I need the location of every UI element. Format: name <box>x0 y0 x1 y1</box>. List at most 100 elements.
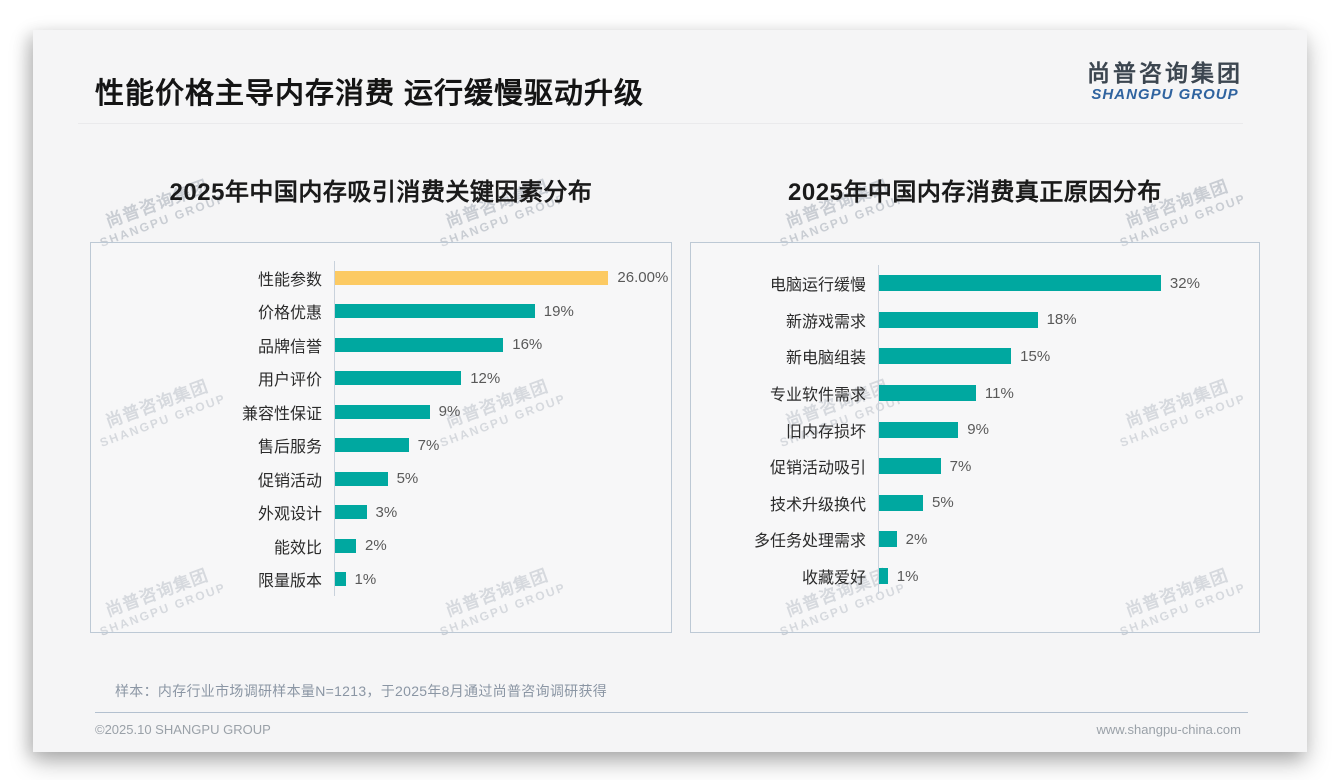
bar-track: 5% <box>878 484 1249 522</box>
bar-category-label: 专业软件需求 <box>769 387 866 405</box>
bar-category-label: 能效比 <box>273 539 322 557</box>
bar <box>335 270 609 285</box>
bar <box>879 421 959 438</box>
bar-category-label: 多任务处理需求 <box>753 533 866 551</box>
bar-track: 32% <box>878 265 1249 302</box>
bar <box>879 311 1038 328</box>
logo-chinese-text: 尚普咨询集团 <box>1087 60 1243 86</box>
chart-row: 售后服务 7% <box>91 428 661 462</box>
bar-category-label: 技术升级换代 <box>769 496 866 514</box>
bar-value-label: 19% <box>543 302 574 320</box>
bar-value-label: 32% <box>1169 274 1200 292</box>
bar <box>879 531 897 548</box>
chart-row: 性能参数 26.00% <box>91 261 668 295</box>
bar <box>335 304 535 319</box>
bar-track: 7% <box>878 447 1249 485</box>
chart-row: 多任务处理需求 2% <box>691 521 1249 558</box>
chart-row: 技术升级换代 5% <box>691 484 1249 522</box>
bar-category-label: 旧内存损坏 <box>785 423 866 441</box>
bar-value-label: 5% <box>932 494 954 512</box>
bar <box>879 275 1161 292</box>
right-chart-plot-area: 电脑运行缓慢 32% 新游戏需求 18% 新电脑组装 15% 专业软件需求 11% 旧内存损坏 9… <box>691 265 1249 595</box>
chart-row: 促销活动吸引 7% <box>691 447 1249 485</box>
logo-english-text: SHANGPU GROUP <box>1091 86 1239 104</box>
chart-row: 能效比 2% <box>91 529 661 563</box>
chart-row: 旧内存损坏 9% <box>691 411 1249 448</box>
bar-category-label: 性能参数 <box>257 271 322 289</box>
bar-track: 16% <box>334 328 661 362</box>
left-chart-title: 2025年中国内存吸引消费关键因素分布 <box>169 179 593 206</box>
bar <box>335 404 430 419</box>
chart-row: 新游戏需求 18% <box>691 301 1249 339</box>
bar <box>335 505 367 520</box>
bar <box>879 494 924 511</box>
bar-track: 19% <box>334 294 661 328</box>
bar-track: 9% <box>334 395 661 429</box>
bar-value-label: 26.00% <box>617 269 669 287</box>
company-logo: 尚普咨询集团 SHANGPU GROUP <box>1087 60 1243 103</box>
bar-category-label: 新游戏需求 <box>785 313 866 331</box>
chart-row: 品牌信誉 16% <box>91 328 661 362</box>
bar-category-label: 兼容性保证 <box>241 405 322 423</box>
chart-row: 收藏爱好 1% <box>691 557 1249 595</box>
chart-row: 电脑运行缓慢 32% <box>691 265 1249 302</box>
bar-value-label: 9% <box>438 403 461 421</box>
bar <box>335 538 357 553</box>
bar-track: 2% <box>334 529 661 563</box>
bar-value-label: 5% <box>396 470 419 488</box>
chart-row: 价格优惠 19% <box>91 294 661 328</box>
slide-card: 尚普咨询集团 SHANGPU GROUP 尚普咨询集团 SHANGPU GROUP 尚普… <box>33 30 1307 752</box>
bar <box>335 572 346 587</box>
bar-category-label: 新电脑组装 <box>785 350 866 368</box>
title-divider <box>78 123 1243 124</box>
right-chart-title: 2025年中国内存消费真正原因分布 <box>788 179 1162 206</box>
chart-row: 新电脑组装 15% <box>691 338 1249 375</box>
bar-category-label: 外观设计 <box>257 506 322 524</box>
bar-value-label: 3% <box>375 503 398 521</box>
bar <box>879 385 976 402</box>
chart-row: 限量版本 1% <box>91 562 661 596</box>
bar-track: 1% <box>878 557 1249 595</box>
bar-value-label: 1% <box>354 570 377 588</box>
bar-category-label: 促销活动 <box>257 472 322 490</box>
bar-track: 1% <box>334 562 661 596</box>
bar <box>879 568 888 585</box>
bar-value-label: 2% <box>905 530 928 548</box>
page-title: 性能价格主导内存消费 运行缓慢驱动升级 <box>95 78 645 110</box>
bar-category-label: 电脑运行缓慢 <box>769 277 866 295</box>
bar-value-label: 11% <box>984 384 1014 402</box>
bar-track: 12% <box>334 361 661 395</box>
bar-category-label: 价格优惠 <box>257 305 322 323</box>
bar-track: 18% <box>878 301 1249 339</box>
chart-row: 专业软件需求 11% <box>691 374 1249 412</box>
bar-track: 15% <box>878 338 1249 375</box>
bar <box>879 458 941 475</box>
chart-row: 外观设计 3% <box>91 495 661 529</box>
bar-category-label: 用户评价 <box>257 372 322 390</box>
website-link[interactable]: www.shangpu-china.com <box>1096 722 1241 737</box>
bar-value-label: 2% <box>365 537 387 555</box>
copyright-text: ©2025.10 SHANGPU GROUP <box>95 722 271 737</box>
bar <box>879 348 1012 365</box>
bar-value-label: 7% <box>949 457 972 475</box>
bar-track: 3% <box>334 495 661 529</box>
bar-value-label: 18% <box>1046 311 1077 329</box>
bar-track: 9% <box>878 411 1249 448</box>
bar-value-label: 16% <box>512 336 543 354</box>
bar <box>335 371 462 386</box>
sample-note: 样本：内存行业市场调研样本量N=1213，于2025年8月通过尚普咨询调研获得 <box>115 683 608 699</box>
chart-row: 促销活动 5% <box>91 462 661 496</box>
right-chart-panel: 电脑运行缓慢 32% 新游戏需求 18% 新电脑组装 15% 专业软件需求 11% 旧内存损坏 9… <box>690 242 1260 633</box>
bar <box>335 471 388 486</box>
bar-category-label: 品牌信誉 <box>257 338 322 356</box>
chart-row: 用户评价 12% <box>91 361 661 395</box>
footer-divider <box>95 712 1248 713</box>
bar <box>335 438 409 453</box>
bar-track: 26.00% <box>334 261 668 295</box>
bar-category-label: 售后服务 <box>257 439 322 457</box>
bar-value-label: 7% <box>417 436 440 454</box>
bar-category-label: 促销活动吸引 <box>769 460 866 478</box>
bar-category-label: 限量版本 <box>257 573 322 591</box>
bar-track: 11% <box>878 374 1249 412</box>
bar-value-label: 1% <box>896 567 919 585</box>
